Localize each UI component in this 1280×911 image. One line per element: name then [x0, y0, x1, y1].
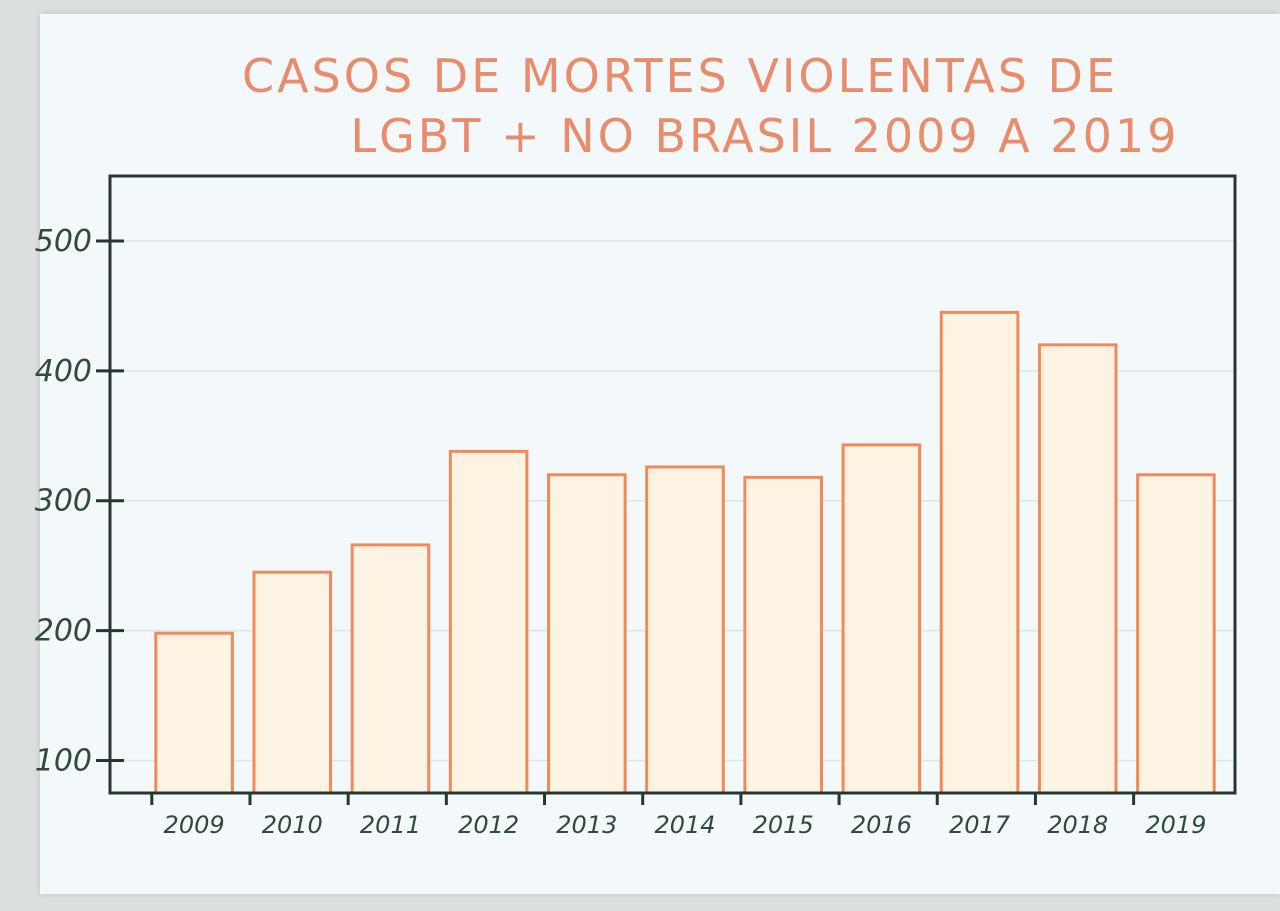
bar-2010 — [252, 570, 333, 795]
y-tick-label: 200 — [35, 614, 92, 649]
bar-2018 — [1037, 343, 1118, 795]
x-tick-label: 2013 — [556, 811, 617, 839]
bars — [154, 310, 1216, 795]
title-line-2: LGBT + NO BRASIL 2009 A 2019 — [351, 109, 1180, 163]
x-tick-label: 2019 — [1145, 811, 1206, 839]
x-tick-label: 2009 — [164, 811, 225, 839]
x-tick-label: 2014 — [654, 811, 715, 839]
y-axis: 100 200 300 400 500 — [35, 224, 124, 779]
bar-2017 — [939, 310, 1020, 795]
chart-title: CASOS DE MORTES VIOLENTAS DE LGBT + NO B… — [242, 49, 1180, 163]
bar-2013 — [547, 473, 627, 795]
y-tick-label: 100 — [35, 744, 92, 779]
y-tick-label: 300 — [35, 484, 92, 519]
x-axis: 2009 2010 2011 2012 2013 2014 2015 2016 2017 2018… — [150, 793, 1206, 839]
bar-2016 — [841, 443, 922, 795]
title-line-1: CASOS DE MORTES VIOLENTAS DE — [242, 49, 1118, 103]
bar-2012 — [448, 449, 529, 795]
x-tick-label: 2017 — [949, 811, 1011, 839]
x-tick-label: 2010 — [262, 811, 323, 839]
x-tick-label: 2018 — [1047, 811, 1108, 839]
bar-2009 — [154, 631, 234, 795]
y-tick-label: 500 — [35, 224, 92, 259]
x-tick-label: 2012 — [458, 811, 519, 839]
x-tick-label: 2016 — [851, 811, 912, 839]
x-tick-label: 2015 — [753, 811, 814, 839]
plot-frame — [108, 174, 1237, 795]
y-tick-label: 400 — [35, 354, 92, 389]
x-tick-label: 2011 — [360, 811, 421, 839]
bar-2014 — [645, 465, 725, 795]
bar-2015 — [743, 475, 823, 795]
bar-2019 — [1136, 473, 1216, 795]
bar-2011 — [350, 543, 431, 795]
